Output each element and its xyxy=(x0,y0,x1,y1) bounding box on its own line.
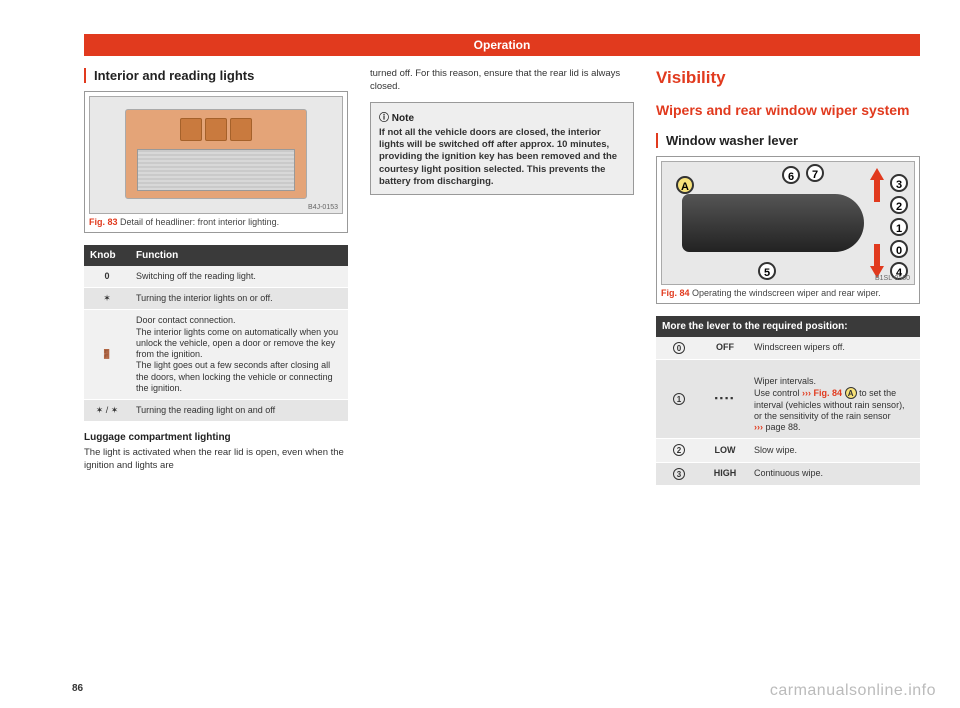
table-row: 2 LOW Slow wipe. xyxy=(656,439,920,462)
fig-83-switch-2 xyxy=(205,118,227,141)
fig-84-label-2: 2 xyxy=(890,196,908,214)
table-row: ✶ Turning the interior lights on or off. xyxy=(84,288,348,310)
header-bar: Operation xyxy=(84,34,920,56)
fig-84-label-3: 3 xyxy=(890,174,908,192)
table-row: 3 HIGH Continuous wipe. xyxy=(656,462,920,485)
note-body: If not all the vehicle doors are closed,… xyxy=(379,127,625,189)
wipers-heading: Wipers and rear window wiper system xyxy=(656,102,920,119)
fig-84-stalk xyxy=(682,194,863,253)
note-box: Note If not all the vehicle doors are cl… xyxy=(370,102,634,196)
lever-num: 2 xyxy=(656,439,702,462)
luggage-heading: Luggage compartment lighting xyxy=(84,432,348,443)
lever-num: 0 xyxy=(656,337,702,360)
fig-84-arrow-up xyxy=(870,168,884,202)
fig-84-num: Fig. 84 xyxy=(661,288,690,298)
fig-83-panel xyxy=(125,109,306,200)
note-title: Note xyxy=(379,109,625,124)
fig-84-label-0: 0 xyxy=(890,240,908,258)
col3-th: More the lever to the required position: xyxy=(656,316,920,337)
page-number: 86 xyxy=(72,683,83,694)
fig-83-num: Fig. 83 xyxy=(89,217,118,227)
col3-table: More the lever to the required position:… xyxy=(656,316,920,486)
knob-function: Switching off the reading light. xyxy=(130,266,348,288)
fig-84-caption-text: Operating the windscreen wiper and rear … xyxy=(692,288,881,298)
col1-subheading: Interior and reading lights xyxy=(84,68,348,83)
fig-84-image: A 6 7 3 2 1 0 4 5 B1SL-0560 xyxy=(661,161,915,285)
lever-function: Wiper intervals. Use control ››› Fig. 84… xyxy=(748,359,920,439)
fig-83-code: B4J-0153 xyxy=(308,204,338,211)
fig-84-label-A: A xyxy=(676,176,694,194)
table-row: 0 OFF Windscreen wipers off. xyxy=(656,337,920,360)
fig-84-label-1: 1 xyxy=(890,218,908,236)
knob-symbol: 0 xyxy=(84,266,130,288)
lever-icon: ▪▪▪▪ xyxy=(702,359,748,439)
fig-83-switch-3 xyxy=(230,118,252,141)
lever-function: Windscreen wipers off. xyxy=(748,337,920,360)
fig-84-box: A 6 7 3 2 1 0 4 5 B1SL-0560 Fig. 84 Oper… xyxy=(656,156,920,304)
watermark: carmanualsonline.info xyxy=(770,682,936,700)
page: Operation Interior and reading lights B4… xyxy=(0,0,960,708)
lever-num: 3 xyxy=(656,462,702,485)
knob-function: Turning the reading light on and off xyxy=(130,400,348,422)
luggage-text: The light is activated when the rear lid… xyxy=(84,447,348,473)
column-3: Visibility Wipers and rear window wiper … xyxy=(656,68,920,678)
col1-th-function: Function xyxy=(130,245,348,266)
fig-83-image: B4J-0153 xyxy=(89,96,343,214)
fig-83-caption: Fig. 83 Detail of headliner: front inter… xyxy=(89,217,343,228)
knob-symbol: ✶ / ✶ xyxy=(84,400,130,422)
lever-function: Continuous wipe. xyxy=(748,462,920,485)
col1-th-knob: Knob xyxy=(84,245,130,266)
col3-subheading: Window washer lever xyxy=(656,133,920,148)
lever-num: 1 xyxy=(656,359,702,439)
visibility-heading: Visibility xyxy=(656,68,920,88)
knob-function: Door contact connection. The interior li… xyxy=(130,310,348,400)
fig-84-code: B1SL-0560 xyxy=(875,275,910,282)
table-row: 🚪 Door contact connection. The interior … xyxy=(84,310,348,400)
fig-83-switch-1 xyxy=(180,118,202,141)
fig-84-label-5: 5 xyxy=(758,262,776,280)
header-title: Operation xyxy=(474,38,531,52)
fig-84-caption: Fig. 84 Operating the windscreen wiper a… xyxy=(661,288,915,299)
col1-table: Knob Function 0 Switching off the readin… xyxy=(84,245,348,423)
table-row: 1 ▪▪▪▪ Wiper intervals. Use control ››› … xyxy=(656,359,920,439)
column-2: turned off. For this reason, ensure that… xyxy=(370,68,634,678)
lever-icon: HIGH xyxy=(702,462,748,485)
col2-cont-text: turned off. For this reason, ensure that… xyxy=(370,68,634,94)
fig-84-arrow-down xyxy=(870,244,884,278)
column-1: Interior and reading lights B4J-0153 Fig… xyxy=(84,68,348,678)
fig-83-box: B4J-0153 Fig. 83 Detail of headliner: fr… xyxy=(84,91,348,233)
lever-function: Slow wipe. xyxy=(748,439,920,462)
fig-84-label-7: 7 xyxy=(806,164,824,182)
fig-83-grille xyxy=(137,149,295,191)
table-row: 0 Switching off the reading light. xyxy=(84,266,348,288)
knob-function: Turning the interior lights on or off. xyxy=(130,288,348,310)
table-row: ✶ / ✶ Turning the reading light on and o… xyxy=(84,400,348,422)
columns: Interior and reading lights B4J-0153 Fig… xyxy=(84,68,920,678)
fig-84-label-6: 6 xyxy=(782,166,800,184)
lever-icon: OFF xyxy=(702,337,748,360)
lever-icon: LOW xyxy=(702,439,748,462)
fig-83-caption-text: Detail of headliner: front interior ligh… xyxy=(120,217,279,227)
knob-symbol: ✶ xyxy=(84,288,130,310)
knob-symbol: 🚪 xyxy=(84,310,130,400)
